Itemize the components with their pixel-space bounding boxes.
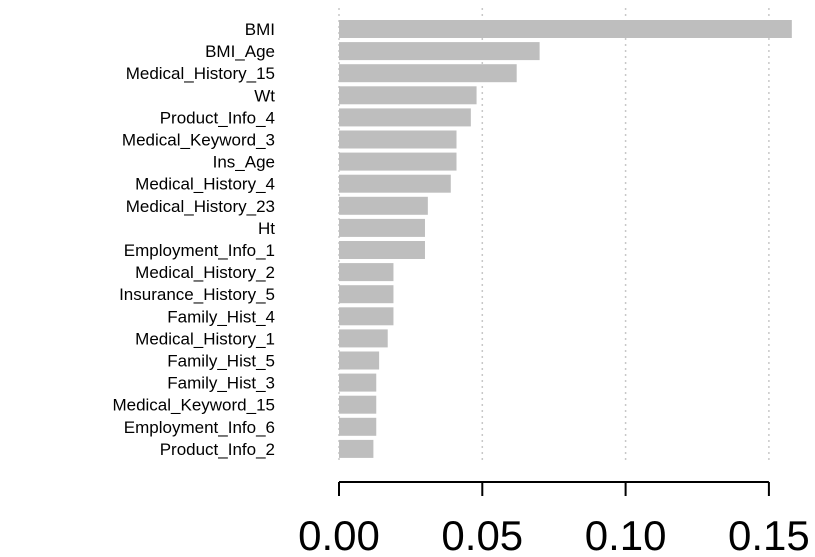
bar-family-hist-5	[339, 351, 380, 370]
bars-layer	[339, 20, 792, 458]
category-label: BMI	[245, 20, 275, 39]
bar-employment-info-6	[339, 417, 377, 436]
category-label: Medical_History_1	[135, 329, 275, 348]
x-tick-label: 0.10	[585, 512, 667, 552]
category-label: BMI_Age	[205, 42, 275, 61]
category-label: Medical_History_2	[135, 263, 275, 282]
bar-product-info-2	[339, 439, 374, 458]
x-tick-label: 0.05	[441, 512, 523, 552]
category-label: Family_Hist_4	[167, 307, 275, 326]
category-label: Medical_Keyword_3	[122, 131, 275, 150]
bar-insurance-history-5	[339, 285, 394, 304]
bar-employment-info-1	[339, 241, 425, 259]
bar-medical-history-15	[339, 64, 517, 83]
category-label: Ins_Age	[213, 153, 275, 172]
category-label: Product_Info_2	[160, 440, 275, 459]
bar-medical-history-4	[339, 174, 451, 193]
category-label: Insurance_History_5	[119, 285, 275, 304]
category-label: Medical_History_15	[126, 64, 275, 83]
category-label: Employment_Info_1	[124, 241, 275, 260]
bar-medical-keyword-3	[339, 130, 457, 149]
bar-ins-age	[339, 152, 457, 171]
bar-product-info-4	[339, 108, 471, 127]
category-label: Family_Hist_3	[167, 374, 275, 393]
bar-wt	[339, 86, 477, 105]
category-labels: BMI BMI_Age Medical_History_15 Wt Product_In…	[112, 20, 275, 459]
x-tick-label: 0.15	[728, 512, 810, 552]
bar-family-hist-3	[339, 373, 377, 392]
category-label: Ht	[258, 219, 275, 238]
x-axis: 0.00 0.05 0.10 0.15	[298, 481, 810, 557]
bar-medical-history-2	[339, 263, 394, 282]
bar-medical-keyword-15	[339, 395, 377, 414]
category-label: Employment_Info_6	[124, 418, 275, 437]
category-label: Medical_Keyword_15	[112, 396, 275, 415]
bar-bmi	[339, 20, 792, 38]
bar-family-hist-4	[339, 307, 394, 326]
category-label: Family_Hist_5	[167, 352, 275, 371]
bar-ht	[339, 218, 425, 237]
bar-medical-history-1	[339, 329, 388, 348]
x-tick-label: 0.00	[298, 512, 380, 552]
bar-medical-history-23	[339, 196, 428, 215]
category-label: Wt	[254, 86, 275, 105]
category-label: Medical_History_23	[126, 197, 275, 216]
bar-bmi-age	[339, 42, 540, 61]
category-label: Medical_History_4	[135, 175, 275, 194]
category-label: Product_Info_4	[160, 108, 275, 127]
